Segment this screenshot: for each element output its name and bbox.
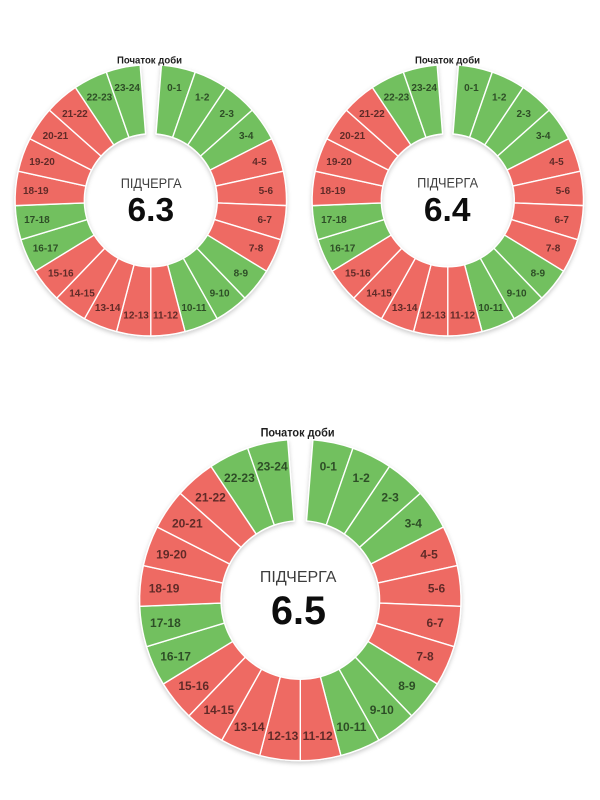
svg-text:10-11: 10-11	[336, 720, 366, 734]
svg-text:15-16: 15-16	[48, 268, 74, 279]
svg-text:14-15: 14-15	[69, 289, 95, 300]
svg-text:7-8: 7-8	[249, 243, 264, 254]
svg-text:14-15: 14-15	[203, 703, 234, 717]
svg-text:17-18: 17-18	[150, 616, 181, 630]
svg-text:12-13: 12-13	[420, 311, 446, 322]
svg-text:22-23: 22-23	[87, 93, 113, 104]
svg-text:0-1: 0-1	[167, 83, 182, 94]
svg-text:11-12: 11-12	[450, 311, 475, 322]
svg-text:13-14: 13-14	[234, 720, 265, 734]
svg-text:1-2: 1-2	[353, 471, 371, 485]
svg-text:6-7: 6-7	[554, 215, 569, 226]
svg-text:4-5: 4-5	[252, 157, 267, 168]
svg-text:3-4: 3-4	[239, 131, 254, 142]
svg-text:5-6: 5-6	[259, 186, 274, 197]
svg-text:21-22: 21-22	[195, 490, 226, 504]
svg-text:15-16: 15-16	[178, 679, 209, 693]
svg-text:15-16: 15-16	[345, 268, 371, 279]
svg-text:17-18: 17-18	[321, 215, 347, 226]
svg-text:9-10: 9-10	[507, 289, 527, 300]
svg-text:11-12: 11-12	[153, 311, 178, 322]
svg-text:14-15: 14-15	[366, 289, 392, 300]
svg-text:13-14: 13-14	[392, 303, 418, 314]
svg-text:8-9: 8-9	[531, 268, 546, 279]
svg-text:ПІДЧЕРГА: ПІДЧЕРГА	[417, 176, 479, 191]
svg-text:20-21: 20-21	[340, 131, 366, 142]
svg-text:12-13: 12-13	[123, 311, 149, 322]
svg-text:10-11: 10-11	[181, 303, 206, 314]
svg-text:6-7: 6-7	[427, 616, 445, 630]
svg-text:Початок доби: Початок доби	[415, 54, 480, 66]
svg-text:16-17: 16-17	[330, 243, 356, 254]
svg-text:21-22: 21-22	[62, 109, 88, 120]
svg-text:23-24: 23-24	[257, 460, 288, 474]
svg-text:0-1: 0-1	[320, 460, 338, 474]
svg-text:6.5: 6.5	[271, 589, 326, 633]
svg-text:11-12: 11-12	[303, 729, 333, 743]
svg-text:2-3: 2-3	[219, 109, 234, 120]
svg-text:1-2: 1-2	[195, 93, 210, 104]
svg-text:19-20: 19-20	[156, 547, 187, 561]
svg-text:2-3: 2-3	[516, 109, 531, 120]
svg-text:3-4: 3-4	[405, 516, 423, 530]
svg-text:16-17: 16-17	[33, 243, 59, 254]
svg-text:0-1: 0-1	[464, 83, 479, 94]
svg-text:20-21: 20-21	[172, 516, 203, 530]
svg-text:6-7: 6-7	[257, 215, 272, 226]
svg-text:21-22: 21-22	[359, 109, 385, 120]
svg-text:5-6: 5-6	[556, 186, 571, 197]
svg-text:18-19: 18-19	[149, 581, 180, 595]
svg-text:ПІДЧЕРГА: ПІДЧЕРГА	[121, 176, 183, 191]
svg-text:8-9: 8-9	[398, 679, 416, 693]
svg-text:23-24: 23-24	[114, 83, 140, 94]
svg-text:3-4: 3-4	[536, 131, 551, 142]
svg-text:12-13: 12-13	[268, 729, 299, 743]
svg-text:1-2: 1-2	[492, 93, 507, 104]
svg-text:9-10: 9-10	[210, 289, 230, 300]
svg-text:18-19: 18-19	[23, 186, 49, 197]
svg-text:4-5: 4-5	[420, 547, 438, 561]
svg-text:10-11: 10-11	[478, 303, 503, 314]
svg-text:5-6: 5-6	[428, 581, 446, 595]
svg-text:4-5: 4-5	[549, 157, 564, 168]
svg-text:22-23: 22-23	[384, 93, 410, 104]
svg-text:ПІДЧЕРГА: ПІДЧЕРГА	[260, 569, 337, 586]
svg-text:23-24: 23-24	[411, 83, 437, 94]
svg-text:13-14: 13-14	[95, 303, 121, 314]
svg-text:18-19: 18-19	[320, 186, 346, 197]
svg-text:7-8: 7-8	[546, 243, 561, 254]
svg-text:7-8: 7-8	[416, 649, 434, 663]
svg-text:16-17: 16-17	[160, 649, 191, 663]
svg-text:2-3: 2-3	[381, 490, 399, 504]
svg-text:6.4: 6.4	[424, 192, 471, 229]
svg-text:Початок доби: Початок доби	[261, 425, 335, 439]
svg-text:20-21: 20-21	[43, 131, 69, 142]
svg-text:17-18: 17-18	[24, 215, 50, 226]
svg-text:22-23: 22-23	[224, 471, 255, 485]
svg-text:19-20: 19-20	[326, 157, 352, 168]
svg-text:8-9: 8-9	[234, 268, 249, 279]
svg-text:6.3: 6.3	[128, 192, 175, 229]
svg-text:9-10: 9-10	[370, 703, 394, 717]
svg-text:Початок доби: Початок доби	[117, 54, 182, 66]
svg-text:19-20: 19-20	[29, 157, 55, 168]
